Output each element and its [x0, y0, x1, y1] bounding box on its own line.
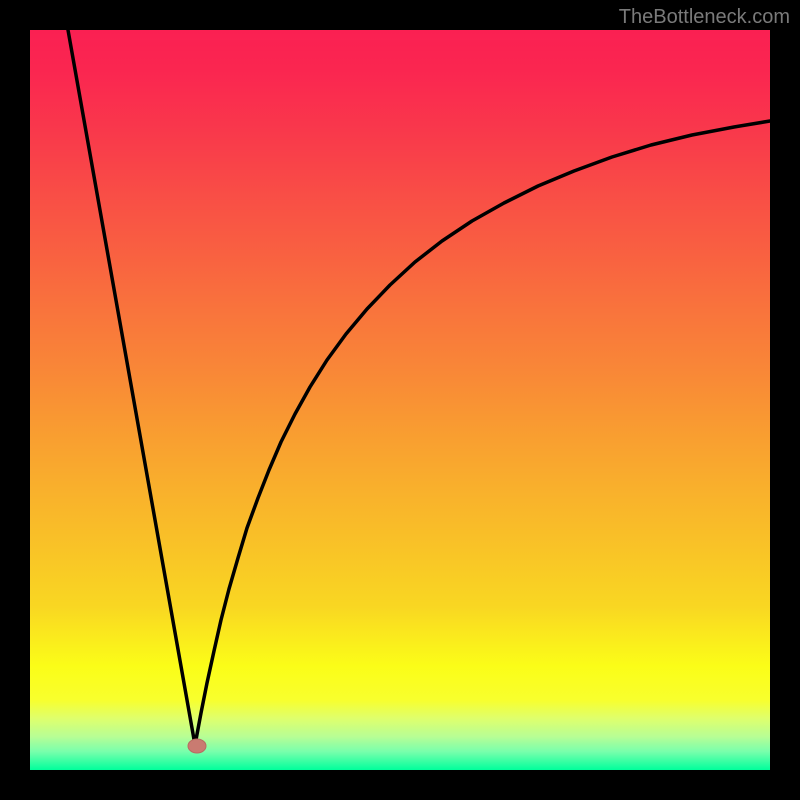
optimal-marker	[188, 739, 206, 753]
plot-background	[30, 30, 770, 770]
watermark-text: TheBottleneck.com	[619, 6, 790, 29]
bottleneck-chart	[0, 0, 800, 800]
chart-svg	[0, 0, 800, 800]
